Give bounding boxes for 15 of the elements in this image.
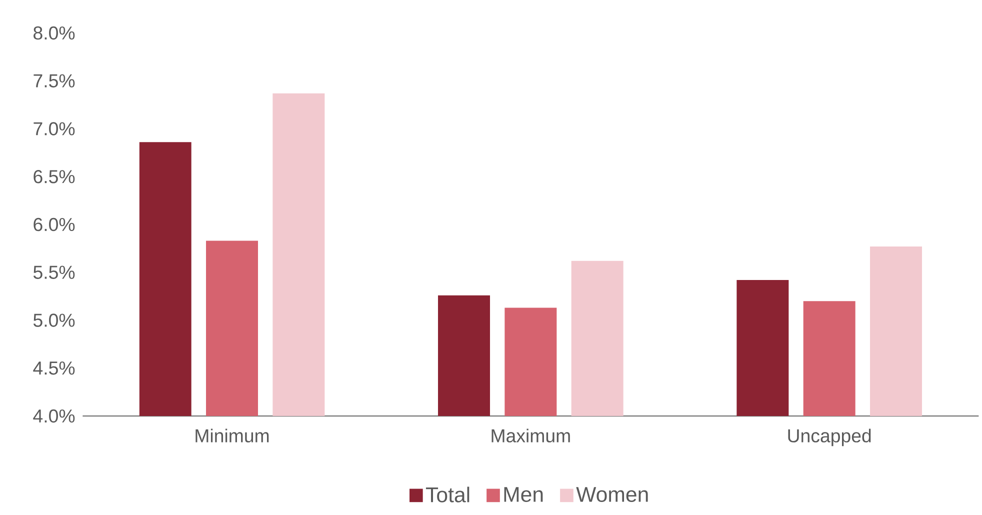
y-tick-label: 4.5% [33,362,75,375]
legend-label: Women [576,487,648,502]
x-tick-label: Uncapped [788,428,871,446]
x-tick-label: Minimum [196,428,269,442]
y-tick-label: 5.0% [34,314,75,327]
y-tick-label: 6.5% [34,170,75,184]
y-tick-label: 5.5% [34,266,75,279]
legend-label: Men [504,487,543,502]
y-tick-label: 4.0% [33,409,75,423]
y-tick-label: 7.5% [34,74,75,88]
legend-label: Total [426,486,470,502]
y-tick-label: 8.0% [34,26,75,40]
y-tick-label: 7.0% [34,122,75,136]
x-tick-label: Maximum [492,428,570,442]
y-tick-label: 6.0% [34,218,75,232]
